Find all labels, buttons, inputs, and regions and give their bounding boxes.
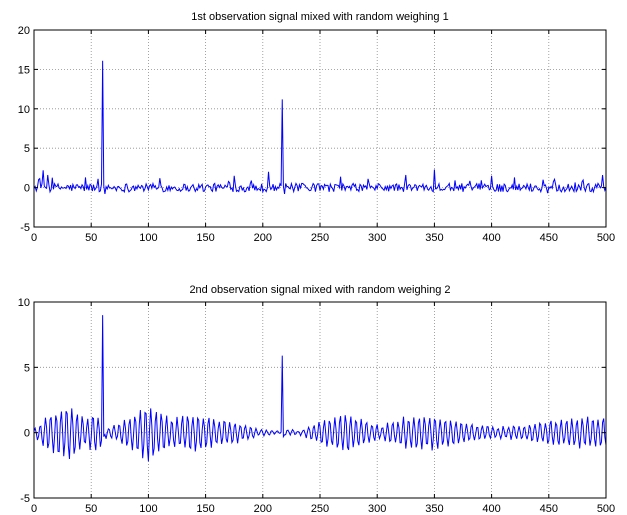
plot-frame-2: [33, 301, 607, 499]
plot-frame-1: [33, 29, 607, 228]
chart-title-1: 1st observation signal mixed with random…: [191, 11, 448, 23]
y-tick-label: 10: [18, 104, 30, 116]
x-tick-label: 150: [196, 503, 214, 515]
x-tick-label: 450: [540, 503, 558, 515]
x-axis-ticks-1: 0 50 100 150 200 250 300 350 400 450 500: [31, 30, 615, 244]
x-tick-label: 250: [311, 232, 329, 244]
y-tick-label: 10: [18, 297, 30, 309]
chart-panel-1: 1st observation signal mixed with random…: [18, 11, 615, 244]
x-tick-label: 50: [85, 232, 97, 244]
series-line: [33, 60, 607, 194]
chart-panel-2: 2nd observation signal mixed with random…: [18, 284, 615, 515]
chart-title-2: 2nd observation signal mixed with random…: [189, 284, 450, 296]
y-tick-label: 0: [24, 428, 30, 440]
x-tick-label: 350: [425, 232, 443, 244]
y-tick-label: 15: [18, 64, 30, 76]
x-tick-label: 400: [482, 503, 500, 515]
x-tick-label: 300: [368, 503, 386, 515]
series-line: [33, 315, 607, 462]
x-tick-label: 450: [540, 232, 558, 244]
y-tick-label: -5: [20, 493, 30, 505]
plot-area-2: [33, 301, 607, 499]
series-group-1: [33, 60, 607, 194]
x-tick-label: 50: [85, 503, 97, 515]
x-tick-label: 200: [254, 503, 272, 515]
x-tick-label: 100: [139, 503, 157, 515]
x-tick-label: 500: [597, 503, 615, 515]
x-tick-label: 100: [139, 232, 157, 244]
x-tick-label: 350: [425, 503, 443, 515]
y-tick-label: -5: [20, 222, 30, 234]
x-tick-label: 500: [597, 232, 615, 244]
y-tick-label: 5: [24, 362, 30, 374]
x-axis-ticks-2: 0 50 100 150 200 250 300 350 400 450 500: [31, 302, 615, 515]
x-tick-label: 150: [196, 232, 214, 244]
series-group-2: [33, 315, 607, 462]
x-tick-label: 0: [31, 503, 37, 515]
x-tick-label: 300: [368, 232, 386, 244]
x-tick-label: 0: [31, 232, 37, 244]
grid-1: [34, 30, 606, 227]
y-tick-label: 0: [24, 183, 30, 195]
plot-area-1: [33, 29, 607, 228]
x-tick-label: 400: [482, 232, 500, 244]
x-tick-label: 200: [254, 232, 272, 244]
y-tick-label: 5: [24, 143, 30, 155]
y-tick-label: 20: [18, 25, 30, 37]
y-axis-ticks-1: -5 0 5 10 15 20: [18, 25, 606, 234]
x-tick-label: 250: [311, 503, 329, 515]
